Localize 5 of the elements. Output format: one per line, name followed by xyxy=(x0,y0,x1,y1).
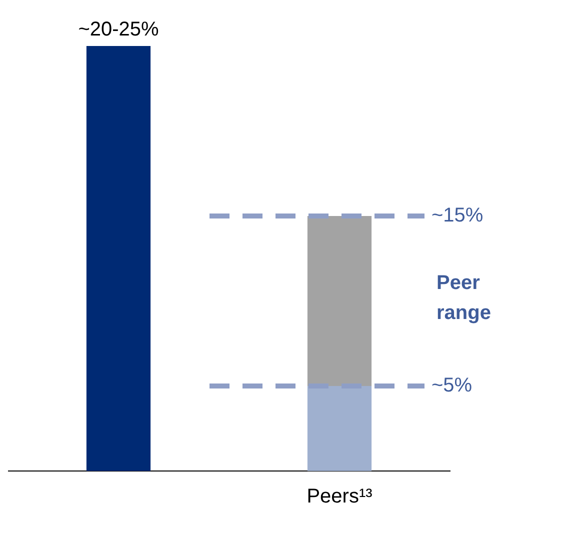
text: ~20-25% xyxy=(78,18,160,41)
x-tick-label: Peers¹³ xyxy=(306,486,373,508)
annotation: ~5% xyxy=(432,374,472,397)
annotation: Peer range xyxy=(436,272,491,324)
annotation: ~15% xyxy=(432,204,484,227)
